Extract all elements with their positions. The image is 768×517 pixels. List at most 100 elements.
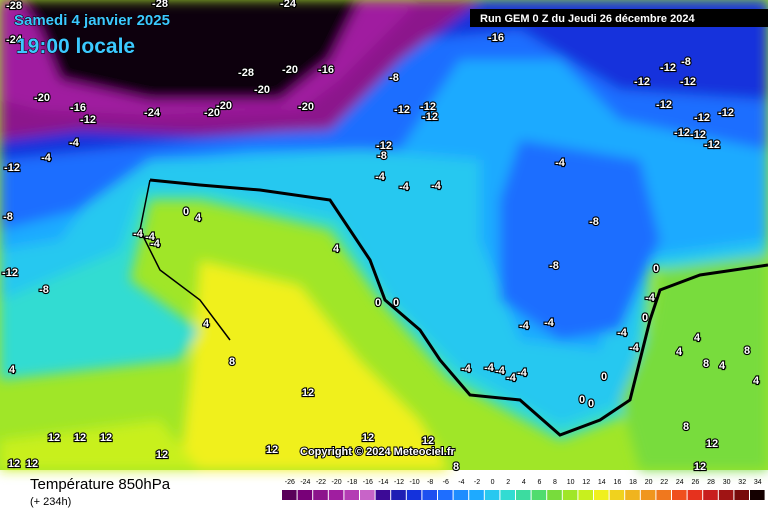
scale-label: -6	[443, 479, 449, 486]
map-label: 4	[694, 332, 701, 344]
map-label: 0	[393, 297, 399, 309]
map-label: 0	[588, 398, 594, 410]
map-label: -8	[39, 284, 49, 296]
copyright: Copyright © 2024 Meteociel.fr	[300, 446, 456, 458]
map-label: 12	[48, 432, 60, 444]
map-label: 8	[703, 358, 709, 370]
scale-label: 8	[553, 479, 557, 486]
date: Samedi 4 janvier 2025	[14, 12, 170, 29]
map-label: -20	[282, 64, 298, 76]
map-label: -12	[656, 99, 672, 111]
scale-label: 26	[692, 479, 700, 486]
map-label: -12	[420, 101, 436, 113]
map-label: 0	[183, 206, 189, 218]
map-label: -4	[484, 362, 495, 374]
scale-label: 0	[491, 479, 495, 486]
map-label: -28	[152, 0, 168, 10]
map-label: 12	[694, 461, 706, 473]
map-label: -4	[617, 327, 628, 339]
map-label: -4	[69, 137, 80, 149]
map-label: 12	[8, 458, 20, 470]
map-label: -12	[422, 111, 438, 123]
map-label: -16	[488, 32, 504, 44]
scale-label: 16	[614, 479, 622, 486]
map-label: 4	[195, 212, 202, 224]
map-label: 0	[642, 312, 648, 324]
map-label: -16	[318, 64, 334, 76]
map-label: 12	[706, 438, 718, 450]
map-label: -8	[389, 72, 399, 84]
scale-swatch	[594, 490, 609, 500]
map-label: -4	[544, 317, 555, 329]
scale-label: 2	[506, 479, 510, 486]
scale-swatch	[328, 490, 344, 500]
scale-swatch	[422, 490, 437, 500]
scale-swatch	[578, 490, 593, 500]
map-label: -4	[431, 180, 442, 192]
map-label: -8	[549, 260, 559, 272]
scale-swatch	[500, 490, 515, 500]
map-label: -8	[589, 216, 599, 228]
map-label: -12	[674, 127, 690, 139]
scale-swatch	[687, 490, 703, 500]
scale-swatch	[297, 490, 313, 500]
map-label: -20	[254, 84, 270, 96]
parameter: Température 850hPa	[30, 476, 171, 493]
map-label: -12	[704, 139, 720, 151]
map-label: 4	[9, 364, 16, 376]
map-label: -12	[4, 162, 20, 174]
scale-swatch	[656, 490, 671, 500]
scale-label: -22	[316, 479, 326, 486]
color-scale: -26 -24 -22 -20 -18 -16 -14 -12 -10 -8 -6 -4 -2 0 2 4 6 8…	[282, 479, 765, 500]
map-label: -4	[495, 365, 506, 377]
scale-label: -18	[347, 479, 357, 486]
scale-label: 24	[676, 479, 684, 486]
scale-swatch	[672, 490, 687, 500]
map-label: 12	[26, 458, 38, 470]
scale-swatch	[406, 490, 422, 500]
scale-swatch	[734, 490, 749, 500]
map-label: -24	[280, 0, 297, 10]
scale-label: -10	[410, 479, 420, 486]
map-label: 12	[362, 432, 374, 444]
scale-label: 4	[522, 479, 526, 486]
scale-label: 28	[707, 479, 715, 486]
map-label: -12	[376, 140, 392, 152]
scale-swatch	[625, 490, 640, 500]
map-label: -20	[204, 107, 220, 119]
scale-label: -26	[285, 479, 295, 486]
map-label: 4	[203, 318, 210, 330]
map-label: 8	[453, 461, 459, 473]
scale-label: -20	[332, 479, 342, 486]
map-label: -4	[41, 152, 52, 164]
map-label: 12	[156, 449, 168, 461]
map-label: -4	[517, 367, 528, 379]
scale-swatch	[438, 490, 453, 500]
map-label: -12	[2, 267, 18, 279]
map-field	[0, 0, 768, 470]
map-label: -8	[681, 56, 691, 68]
map-label: 12	[100, 432, 112, 444]
scale-swatch	[609, 490, 625, 500]
scale-label: 10	[567, 479, 575, 486]
map-label: -8	[3, 211, 13, 223]
map-label: -4	[145, 231, 156, 243]
scale-label: 6	[537, 479, 541, 486]
map-label: -12	[80, 114, 96, 126]
map-label: -4	[519, 320, 530, 332]
map-label: -16	[70, 102, 86, 114]
map-label: 12	[74, 432, 86, 444]
scale-label: 22	[660, 479, 668, 486]
map-label: -12	[394, 104, 410, 116]
scale-swatch	[562, 490, 578, 500]
map-label: -8	[377, 150, 387, 162]
map-label: -12	[660, 62, 676, 74]
scale-label: -14	[378, 479, 388, 486]
scale-label: 18	[629, 479, 637, 486]
map-label: -4	[150, 238, 161, 250]
scale-label: 12	[582, 479, 590, 486]
map-label: -28	[238, 67, 254, 79]
map-label: -4	[506, 372, 517, 384]
map-label: 8	[683, 421, 689, 433]
